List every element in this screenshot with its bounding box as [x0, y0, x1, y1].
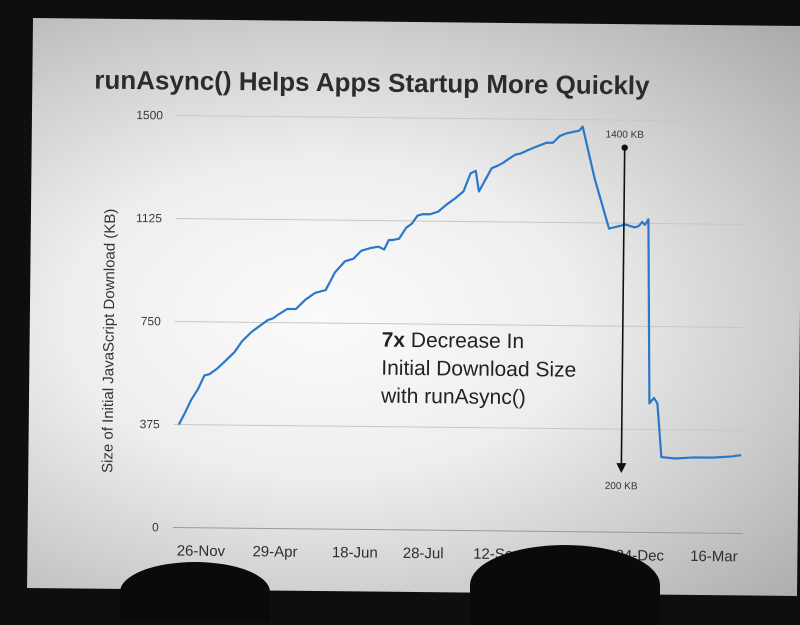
y-axis-ticks: 0 375 750 1125 1500	[136, 108, 163, 534]
x-axis-ticks: 26-Nov29-Apr18-Jun28-Jul12-Sep3-Oct24-De…	[177, 543, 738, 566]
annotation-multiplier: 7x	[382, 329, 406, 352]
series-line-0	[177, 125, 742, 460]
gridline-1125	[175, 217, 746, 225]
annotation-line-2: Initial Download Size	[381, 357, 576, 382]
line-chart: runAsync() Helps Apps Startup More Quick…	[94, 65, 747, 566]
gridline-0	[172, 526, 743, 534]
series-group	[177, 125, 742, 460]
annotation-line-1-rest: Decrease In	[405, 329, 524, 353]
chart-title: runAsync() Helps Apps Startup More Quick…	[94, 65, 650, 101]
x-tick-label: 18-Jun	[332, 544, 378, 561]
gridline-375	[173, 423, 744, 431]
x-tick-label: 26-Nov	[177, 543, 226, 561]
x-tick-label: 16-Mar	[690, 548, 738, 565]
y-tick-label: 375	[140, 417, 160, 431]
annotation-line-1: 7x Decrease In	[382, 329, 525, 353]
y-tick-label: 750	[141, 314, 161, 328]
y-tick-label: 0	[152, 520, 159, 534]
audience-head-left	[120, 562, 270, 622]
decrease-arrow-shaft	[620, 147, 626, 466]
y-axis-label: Size of Initial JavaScript Download (KB)	[99, 209, 119, 473]
annotation-bottom-label: 200 KB	[605, 481, 638, 492]
annotation-top-label: 1400 KB	[606, 129, 645, 140]
decrease-arrow-head	[616, 463, 627, 474]
annotation-line-3: with runAsync()	[380, 385, 526, 410]
gridlines	[172, 114, 747, 534]
presentation-slide: runAsync() Helps Apps Startup More Quick…	[27, 17, 800, 597]
annotation-group: 7x Decrease In Initial Download Size wit…	[380, 129, 645, 492]
y-tick-label: 1125	[136, 211, 162, 225]
y-tick-label: 1500	[136, 108, 163, 122]
gridline-1500	[176, 114, 747, 122]
x-tick-label: 29-Apr	[252, 543, 297, 560]
x-tick-label: 28-Jul	[403, 545, 444, 562]
audience-head-right	[470, 545, 660, 625]
